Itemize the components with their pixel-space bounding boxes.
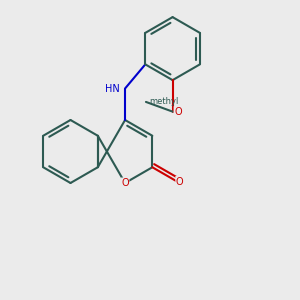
Text: O: O: [121, 178, 129, 188]
Text: HN: HN: [105, 83, 120, 94]
Text: O: O: [176, 176, 183, 187]
Text: O: O: [174, 106, 182, 117]
Text: methyl: methyl: [149, 98, 178, 106]
